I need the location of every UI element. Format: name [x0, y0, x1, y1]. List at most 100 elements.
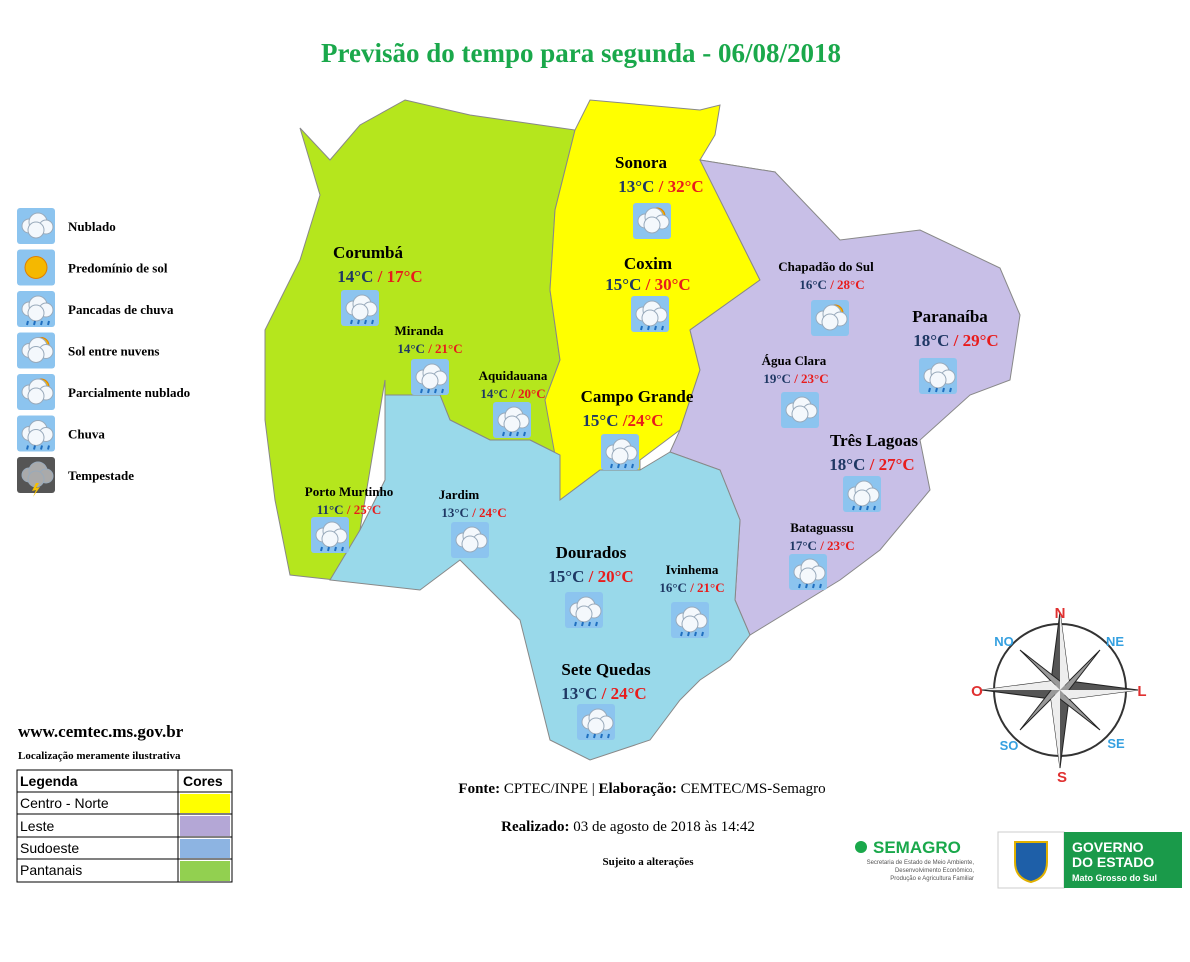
weather-icon	[601, 434, 639, 470]
icon-drop	[873, 505, 876, 511]
weather-icon	[781, 392, 819, 428]
source-text: CPTEC/INPE |	[504, 781, 595, 797]
icon-drop	[701, 631, 704, 637]
temp-min: 11°C	[317, 502, 344, 517]
region-sudoeste	[329, 394, 751, 761]
icon-drop	[798, 583, 801, 589]
icon-drop	[805, 583, 808, 589]
website: www.cemtec.ms.gov.br	[18, 722, 184, 741]
city-name: Ivinhema	[666, 562, 719, 577]
temp-min: 16°C	[799, 277, 827, 292]
logo-box	[1064, 832, 1182, 888]
table-header: Legenda	[20, 773, 78, 789]
city-temp: 15°C /24°C	[582, 411, 663, 430]
icon-cloud	[27, 387, 45, 405]
icon-cloud	[321, 530, 339, 548]
city-name: Porto Murtinho	[305, 484, 393, 499]
temp-min: 18°C	[913, 331, 949, 350]
icon-cloud	[853, 489, 871, 507]
icon-cloud	[643, 216, 661, 234]
swatch	[180, 839, 230, 858]
weather-icon	[565, 592, 603, 628]
made: Realizado: 03 de agosto de 2018 às 14:42	[501, 819, 755, 835]
compass-label: N	[1055, 605, 1066, 622]
legend-label: Chuva	[68, 427, 105, 442]
weather-icon	[17, 457, 55, 497]
logo-sub: Desenvolvimento Econômico,	[895, 868, 974, 874]
city-temp: 17°C / 23°C	[789, 538, 854, 553]
icon-cloud	[27, 346, 45, 363]
icon-drop	[588, 621, 591, 627]
compass: N NE L SE S SO O NO	[971, 605, 1146, 786]
icon-drop	[434, 388, 437, 394]
icon-drop	[350, 319, 353, 325]
note: Sujeito a alterações	[602, 856, 694, 868]
logo-crest	[1014, 841, 1048, 884]
weather-icon	[17, 415, 55, 452]
city-temp: 13°C / 24°C	[561, 684, 646, 703]
city-temp: 11°C / 25°C	[317, 502, 382, 517]
icon-drop	[654, 325, 657, 331]
icon-cloud	[27, 429, 45, 446]
source-text: CEMTEC/MS-Semagro	[681, 781, 826, 797]
city-temp: 14°C / 21°C	[397, 341, 462, 356]
icon-cloud	[587, 717, 605, 735]
weather-icon	[17, 374, 55, 410]
icon-drop	[516, 431, 519, 437]
weather-icon	[451, 522, 489, 558]
table-cell: Leste	[20, 818, 54, 834]
temp-min: 14°C	[337, 267, 373, 286]
icon-drop	[593, 733, 596, 739]
compass-label: S	[1057, 769, 1067, 786]
weather-icon	[493, 402, 531, 438]
icon-drop	[47, 320, 50, 326]
temp-max: / 24°C	[601, 684, 647, 703]
icon-drop	[47, 445, 50, 450]
city-name: Três Lagoas	[830, 431, 918, 450]
icon-drop	[33, 320, 36, 326]
icon-bolt	[32, 483, 40, 497]
city-name: Chapadão do Sul	[778, 259, 874, 274]
title: Previsão do tempo para segunda - 06/08/2…	[321, 38, 841, 68]
icon-drop	[26, 445, 29, 450]
city-name: Bataguassu	[790, 520, 854, 535]
icon-drop	[859, 505, 862, 511]
color-table: Legenda Cores Centro - Norte Leste Sudoe…	[16, 769, 233, 883]
icon-drop	[420, 388, 423, 394]
temp-max: / 24°C	[471, 505, 506, 520]
source-label: Elaboração:	[599, 781, 677, 797]
icon-drop	[441, 388, 444, 394]
icon-cloud	[503, 415, 521, 433]
icon-drop	[600, 733, 603, 739]
icon-cloud	[611, 447, 629, 465]
table-cell: Centro - Norte	[20, 795, 109, 811]
temp-max: / 20°C	[588, 567, 634, 586]
gov-logo: GOVERNO DO ESTADO Mato Grosso do Sul	[997, 831, 1182, 889]
compass-label: O	[971, 683, 983, 700]
compass-label: SO	[1000, 738, 1019, 753]
swatch	[180, 861, 230, 881]
icon-drop	[26, 320, 29, 326]
icon-drop	[523, 431, 526, 437]
city-temp: 14°C / 17°C	[337, 267, 422, 286]
city-name: Coxim	[624, 254, 672, 273]
compass-light	[1060, 612, 1069, 690]
legend-label: Predomínio de sol	[68, 261, 168, 276]
logo-mark	[855, 841, 867, 853]
weather-icon	[789, 554, 827, 590]
icon-drop	[680, 631, 683, 637]
temp-min: 13°C	[441, 505, 469, 520]
table-header: Cores	[183, 773, 223, 789]
logo-sub: Secretaria de Estado de Meio Ambiente,	[867, 860, 975, 866]
temp-max: /24°C	[622, 411, 664, 430]
semagro-logo: SEMAGRO Secretaria de Estado de Meio Amb…	[855, 838, 974, 882]
compass-label: NE	[1106, 634, 1124, 649]
icon-drop	[341, 546, 344, 552]
temp-min: 16°C	[659, 580, 687, 595]
logo-text: Mato Grosso do Sul	[1072, 873, 1157, 883]
icon-drop	[502, 431, 505, 437]
city-temp: 18°C / 29°C	[913, 331, 998, 350]
city-name: Aquidauana	[479, 368, 548, 383]
icon-cloud	[681, 615, 699, 633]
